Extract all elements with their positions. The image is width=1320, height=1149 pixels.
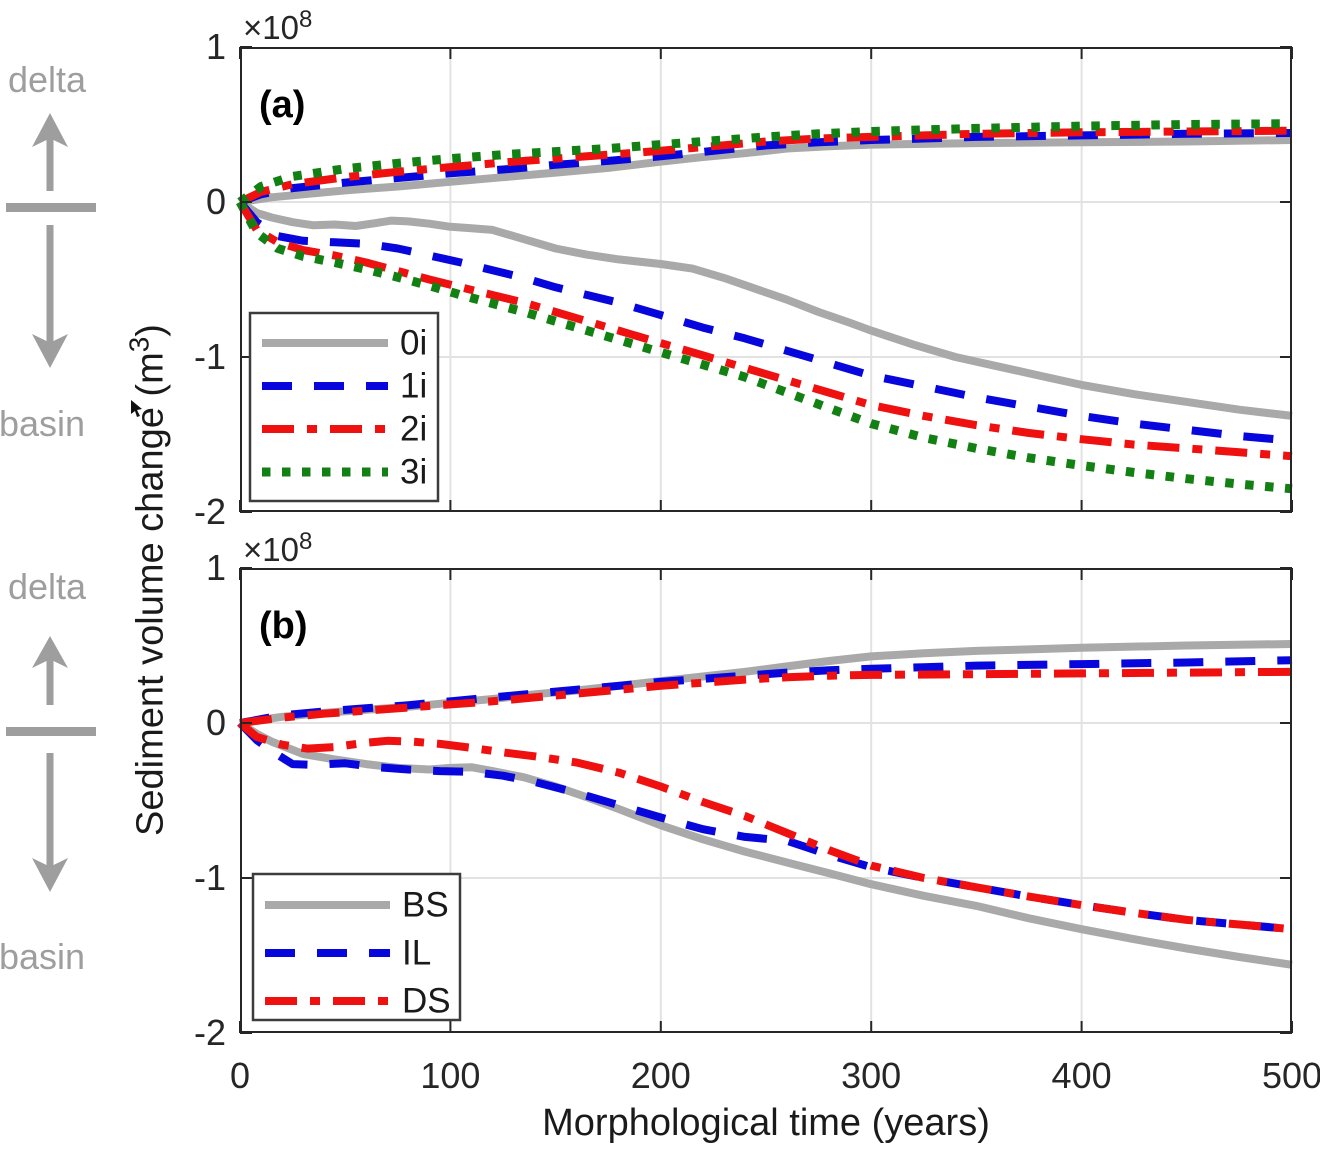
- y-tick-label-a-1: 1: [205, 26, 226, 67]
- legend-label-0i: 0i: [400, 324, 427, 363]
- y-tick-label-a-0: 0: [205, 181, 226, 222]
- legend-label-2i: 2i: [400, 410, 427, 449]
- curve-3i-delta: [237, 119, 1293, 206]
- legend-label-IL: IL: [402, 934, 431, 973]
- mouse-cursor-icon: [131, 400, 142, 417]
- zero-divider-line: [6, 727, 96, 736]
- y-axis-label-text: Sediment volume change (m: [129, 352, 172, 836]
- x-tick-label-100: 100: [420, 1055, 481, 1096]
- up-arrow-icon: [32, 636, 68, 705]
- panel-label-a: (a): [259, 84, 306, 126]
- delta-label: delta: [7, 59, 87, 100]
- y-exponent-label-a: ×108: [243, 6, 312, 47]
- zero-divider-line: [6, 203, 96, 212]
- y-tick-label-b--2: -2: [193, 1012, 226, 1053]
- y-tick-label-a--2: -2: [193, 491, 226, 532]
- curve-DS-basin: [237, 719, 1293, 934]
- legend-label-1i: 1i: [400, 367, 427, 406]
- down-arrow-icon: [32, 753, 68, 892]
- panel-b-plot: BS IL DS: [237, 567, 1293, 1034]
- x-tick-label-400: 400: [1051, 1055, 1112, 1096]
- x-tick-label-0: 0: [229, 1055, 251, 1096]
- y-tick-label-b--1: -1: [193, 857, 226, 898]
- curve-1i-delta: [238, 129, 1293, 206]
- curve-2i-basin: [236, 199, 1293, 461]
- y-tick-label-b-0: 0: [205, 702, 226, 743]
- legend-label-3i: 3i: [400, 453, 427, 492]
- legend-label-DS: DS: [402, 982, 451, 1021]
- curve-0i-delta: [239, 136, 1293, 206]
- legend: BS IL DS: [251, 872, 462, 1022]
- panel-label-b: (b): [259, 605, 308, 647]
- curve-DS-delta: [239, 667, 1293, 727]
- y-axis-label-close: ): [129, 324, 172, 337]
- x-tick-label-200: 200: [630, 1055, 691, 1096]
- exponent-base: ×10: [243, 9, 299, 46]
- y-tick-label-b-1: 1: [205, 547, 226, 588]
- curve-0i-basin: [237, 198, 1293, 420]
- x-axis-label: Morphological time (years): [542, 1102, 990, 1144]
- x-tick-label-300: 300: [841, 1055, 902, 1096]
- exponent-base: ×10: [243, 531, 299, 568]
- y-tick-label-a--1: -1: [193, 336, 226, 377]
- axes-box: [240, 47, 1292, 512]
- basin-label: basin: [0, 936, 86, 977]
- delta-label: delta: [7, 566, 87, 607]
- curve-1i-basin: [236, 199, 1293, 445]
- panel-a-plot: 0i 1i 2i 3i: [236, 46, 1293, 513]
- down-arrow-icon: [32, 225, 68, 368]
- axes-box: [240, 568, 1292, 1033]
- x-tick-label-500: 500: [1261, 1055, 1320, 1096]
- legend: 0i 1i 2i 3i: [248, 311, 440, 503]
- curve-2i-delta: [238, 126, 1293, 206]
- up-arrow-icon: [32, 113, 68, 191]
- exponent-sup: 8: [298, 6, 313, 33]
- exponent-sup: 8: [298, 528, 313, 555]
- legend-box: [251, 872, 462, 1022]
- y-exponent-label-b: ×108: [243, 528, 312, 569]
- legend-label-BS: BS: [402, 886, 449, 925]
- basin-label: basin: [0, 403, 86, 444]
